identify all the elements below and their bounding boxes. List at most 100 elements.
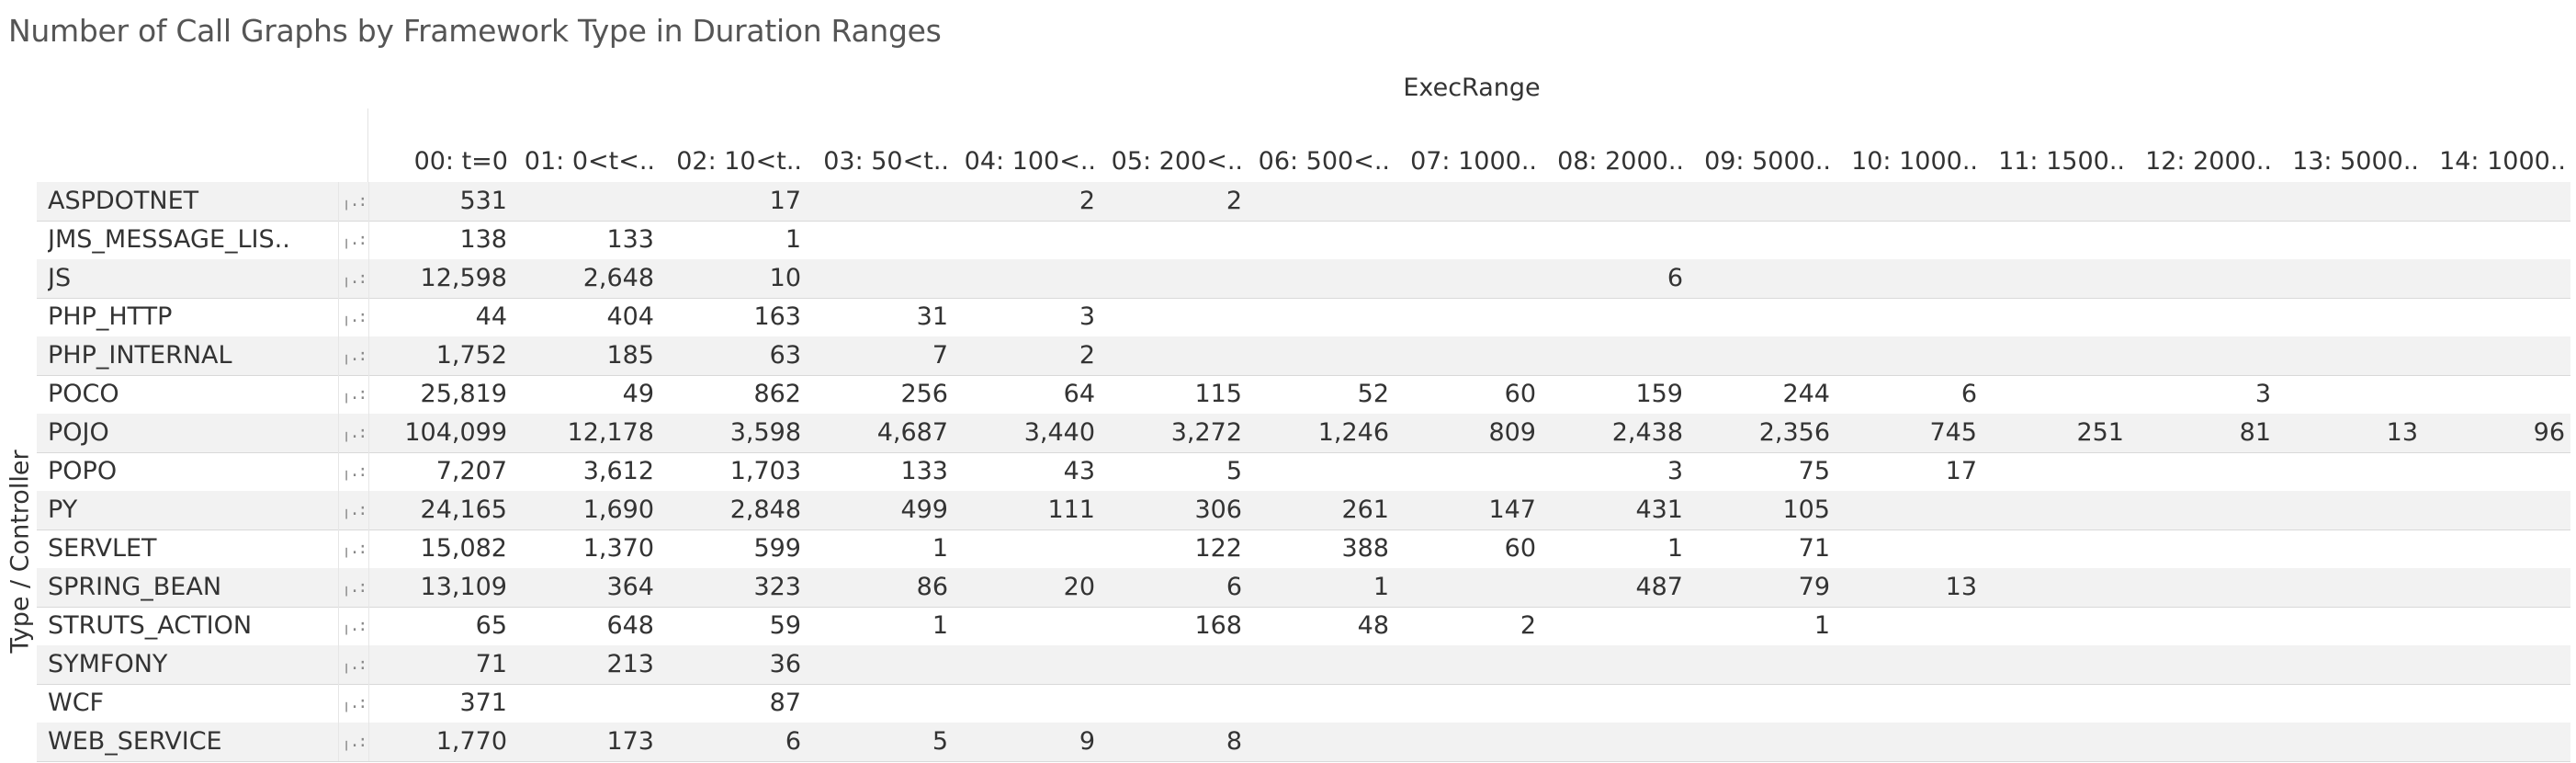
table-cell: 147: [1488, 495, 1536, 524]
table-cell: 306: [1194, 495, 1242, 524]
table-cell: 5: [932, 727, 948, 756]
table-cell: 31: [916, 302, 948, 331]
table-cell: 13: [2386, 418, 2418, 447]
column-axis-title: ExecRange: [1403, 74, 1541, 102]
table-cell: 431: [1635, 495, 1683, 524]
table-row: WEB_SERVICE ╷.: 1,770 173 6 5 9 8: [37, 723, 2570, 762]
table-cell: 213: [606, 650, 654, 678]
table-row: POJO ╷.: 104,099 12,178 3,598 4,687 3,440 3,272…: [37, 414, 2570, 453]
table-cell: 133: [606, 225, 654, 254]
table-cell: 12,178: [567, 418, 654, 447]
table-cell: 13: [1945, 573, 1977, 601]
row-label: JS: [48, 264, 72, 292]
table-cell: 6: [785, 727, 801, 756]
row-label: JMS_MESSAGE_LIS..: [48, 225, 290, 254]
table-cell: 2: [1226, 187, 1242, 215]
column-header-1: 01: 0<t<..: [524, 147, 655, 176]
row-marker-icon: ╷.:: [338, 530, 369, 568]
row-axis-title: Type / Controller: [6, 450, 35, 654]
column-header-2: 02: 10<t..: [676, 147, 802, 176]
table-cell: 122: [1194, 534, 1242, 563]
table-cell: 48: [1357, 611, 1389, 640]
column-header-7: 07: 1000..: [1410, 147, 1537, 176]
table-row: STRUTS_ACTION ╷.: 65 648 59 1 168 48 2 1: [37, 607, 2570, 646]
table-row: PY ╷.: 24,165 1,690 2,848 499 111 306 261 147 431 1…: [37, 491, 2570, 530]
table-cell: 105: [1782, 495, 1830, 524]
table-cell: 9: [1079, 727, 1095, 756]
table-row: POCO ╷.: 25,819 49 862 256 64 115 52 60 159 244 6 3: [37, 375, 2570, 415]
row-marker-icon: ╷.:: [338, 568, 369, 607]
table-cell: 173: [606, 727, 654, 756]
table-cell: 81: [2239, 418, 2271, 447]
table-cell: 7: [932, 341, 948, 370]
table-row: SERVLET ╷.: 15,082 1,370 599 1 122 388 60 1 71: [37, 530, 2570, 569]
table-cell: 15,082: [420, 534, 507, 563]
table-cell: 6: [1960, 380, 1977, 408]
table-row: POPO ╷.: 7,207 3,612 1,703 133 43 5 3 75 17: [37, 452, 2570, 492]
table-cell: 2,648: [582, 264, 654, 292]
chart-title: Number of Call Graphs by Framework Type …: [8, 13, 942, 49]
table-cell: 17: [769, 187, 801, 215]
table-cell: 36: [769, 650, 801, 678]
table-cell: 115: [1194, 380, 1242, 408]
table-cell: 7,207: [435, 457, 507, 485]
table-cell: 3: [2254, 380, 2271, 408]
table-cell: 4,687: [876, 418, 948, 447]
row-marker-icon: ╷.:: [338, 336, 369, 375]
row-marker-icon: ╷.:: [338, 645, 369, 684]
table-cell: 404: [606, 302, 654, 331]
table-cell: 96: [2533, 418, 2565, 447]
table-cell: 3,612: [582, 457, 654, 485]
table-cell: 44: [475, 302, 507, 331]
row-label: PHP_HTTP: [48, 302, 173, 331]
table-cell: 138: [459, 225, 507, 254]
table-cell: 59: [769, 611, 801, 640]
table-cell: 2,848: [729, 495, 801, 524]
table-cell: 86: [916, 573, 948, 601]
table-cell: 52: [1357, 380, 1389, 408]
table-cell: 2: [1079, 341, 1095, 370]
column-header-0: 00: t=0: [413, 147, 508, 176]
row-marker-icon: ╷.:: [338, 452, 369, 491]
row-marker-icon: ╷.:: [338, 684, 369, 723]
table-cell: 364: [606, 573, 654, 601]
row-label: POCO: [48, 380, 119, 408]
table-cell: 2,438: [1611, 418, 1683, 447]
column-header-4: 04: 100<..: [964, 147, 1096, 176]
table-cell: 1: [1813, 611, 1830, 640]
table-cell: 1: [932, 611, 948, 640]
table-cell: 531: [459, 187, 507, 215]
table-cell: 25,819: [420, 380, 507, 408]
column-header-12: 12: 2000..: [2145, 147, 2272, 176]
table-cell: 185: [606, 341, 654, 370]
table-cell: 87: [769, 689, 801, 717]
row-label: PY: [48, 495, 78, 524]
row-marker-icon: ╷.:: [338, 375, 369, 414]
table-cell: 2: [1520, 611, 1536, 640]
table-cell: 371: [459, 689, 507, 717]
row-marker-icon: ╷.:: [338, 491, 369, 530]
table-cell: 487: [1635, 573, 1683, 601]
table-cell: 1,703: [729, 457, 801, 485]
table-cell: 261: [1341, 495, 1389, 524]
table-cell: 65: [475, 611, 507, 640]
row-label: ASPDOTNET: [48, 187, 199, 215]
table-cell: 323: [753, 573, 801, 601]
row-label: POPO: [48, 457, 118, 485]
table-cell: 2: [1079, 187, 1095, 215]
table-cell: 1,752: [435, 341, 507, 370]
table-cell: 163: [753, 302, 801, 331]
table-cell: 111: [1047, 495, 1095, 524]
row-marker-icon: ╷.:: [338, 298, 369, 336]
table-cell: 499: [900, 495, 948, 524]
table-cell: 3: [1666, 457, 1683, 485]
table-cell: 1: [1373, 573, 1389, 601]
table-cell: 75: [1798, 457, 1830, 485]
row-marker-icon: ╷.:: [338, 221, 369, 259]
table-row: JS ╷.: 12,598 2,648 10 6: [37, 259, 2570, 299]
row-marker-icon: ╷.:: [338, 607, 369, 645]
table-cell: 17: [1945, 457, 1977, 485]
column-header-11: 11: 1500..: [1998, 147, 2125, 176]
table-cell: 71: [475, 650, 507, 678]
table-cell: 64: [1063, 380, 1095, 408]
